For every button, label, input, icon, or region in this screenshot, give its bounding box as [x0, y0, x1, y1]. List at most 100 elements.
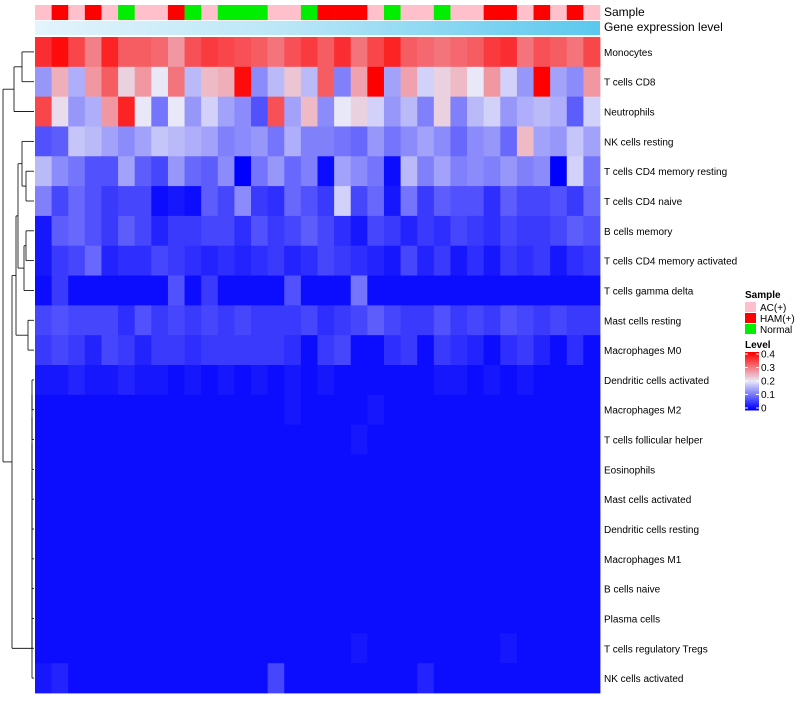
heatmap-cell [84, 663, 102, 694]
heatmap-cell [267, 186, 285, 217]
row-label: T cells follicular helper [604, 436, 703, 447]
heatmap-cell [284, 633, 302, 664]
heatmap-cell [35, 394, 53, 426]
heatmap-cell [383, 633, 401, 664]
row-label: Neutrophils [604, 108, 655, 119]
heatmap-cell [500, 215, 518, 247]
heatmap-cell [201, 633, 219, 664]
heatmap-cell [433, 543, 451, 575]
heatmap-cell [350, 633, 368, 664]
heatmap-cell [367, 275, 385, 306]
level-legend-gradient-step [745, 383, 759, 386]
heatmap-cell [516, 633, 534, 664]
heatmap-cell [583, 543, 601, 575]
heatmap-cell [151, 365, 169, 396]
heatmap-cell [566, 37, 584, 68]
heatmap-cell [500, 663, 518, 694]
heatmap-cell [84, 96, 102, 127]
heatmap-cell [68, 156, 86, 187]
heatmap-cell [350, 305, 368, 336]
heatmap-cell [467, 394, 485, 426]
heatmap-cell [184, 543, 202, 575]
heatmap-cell [234, 633, 252, 664]
sample-annotation-cell [583, 5, 601, 20]
heatmap-cell [84, 37, 102, 68]
row-dendrogram [2, 51, 34, 679]
heatmap-cell [118, 96, 136, 127]
heatmap-cell [350, 245, 368, 276]
heatmap-cell [101, 454, 119, 485]
heatmap-cell [550, 186, 568, 217]
heatmap-cell [317, 365, 335, 396]
sample-annotation-cell [483, 5, 501, 20]
heatmap-cell [167, 37, 185, 68]
heatmap-cell [217, 126, 235, 157]
row-label: NK cells activated [604, 674, 683, 685]
heatmap-cell [483, 424, 501, 455]
heatmap-cell [583, 424, 601, 455]
sample-annotation-cell [84, 5, 102, 20]
heatmap-cell [35, 126, 53, 157]
heatmap-cell [550, 215, 568, 247]
heatmap-cell [417, 215, 435, 247]
level-legend-gradient-step [745, 360, 759, 363]
heatmap-cell [367, 543, 385, 575]
heatmap-cell [566, 663, 584, 694]
heatmap-cell [467, 186, 485, 217]
sample-annotation-cell [217, 5, 235, 20]
heatmap-cell [383, 484, 401, 515]
heatmap-cell [400, 573, 418, 604]
heatmap-cell [35, 215, 53, 247]
heatmap-cell [533, 186, 551, 217]
heatmap-cell [118, 335, 136, 366]
heatmap-cell [417, 365, 435, 396]
heatmap-cell [417, 603, 435, 634]
heatmap-cell [201, 573, 219, 604]
heatmap-cell [134, 484, 152, 515]
heatmap-cell [533, 573, 551, 604]
heatmap-cell [350, 603, 368, 634]
heatmap-cell [68, 275, 86, 306]
heatmap-cell [533, 454, 551, 485]
level-legend-gradient-step [745, 378, 759, 381]
heatmap-cell [417, 543, 435, 575]
heatmap-cell [251, 156, 269, 187]
heatmap-cell [516, 275, 534, 306]
heatmap-cell [417, 186, 435, 217]
heatmap-cell [184, 305, 202, 336]
sample-annotation-title: Sample [604, 5, 645, 19]
heatmap-cell [300, 424, 318, 455]
heatmap-cell [184, 365, 202, 396]
heatmap-cell [68, 126, 86, 157]
row-label: Mast cells resting [604, 316, 681, 327]
heatmap-cell [450, 663, 468, 694]
heatmap-cell [101, 96, 119, 127]
heatmap-cell [483, 633, 501, 664]
heatmap-cell [400, 424, 418, 455]
sample-annotation-cell [35, 5, 52, 20]
heatmap-cell [516, 424, 534, 455]
heatmap-cell [84, 186, 102, 217]
heatmap-cell [234, 603, 252, 634]
heatmap-cell [51, 424, 69, 455]
heatmap-cell [483, 543, 501, 575]
heatmap-cell [334, 245, 352, 276]
heatmap-cell [251, 514, 269, 545]
heatmap-cell [35, 245, 53, 276]
heatmap-cell [483, 603, 501, 634]
heatmap-cell [433, 394, 451, 426]
heatmap-cell [566, 126, 584, 157]
heatmap-cell [51, 663, 69, 694]
heatmap-cell [350, 663, 368, 694]
heatmap-cell [367, 365, 385, 396]
heatmap-cell [68, 335, 86, 366]
heatmap-cell [51, 156, 69, 187]
heatmap-cell [68, 484, 86, 515]
heatmap-cell [234, 484, 252, 515]
heatmap-cell [450, 365, 468, 396]
heatmap-cell [533, 66, 551, 98]
heatmap-cell [334, 126, 352, 157]
heatmap-cell [267, 305, 285, 336]
heatmap-cell [51, 66, 69, 98]
heatmap-cell [35, 514, 53, 545]
